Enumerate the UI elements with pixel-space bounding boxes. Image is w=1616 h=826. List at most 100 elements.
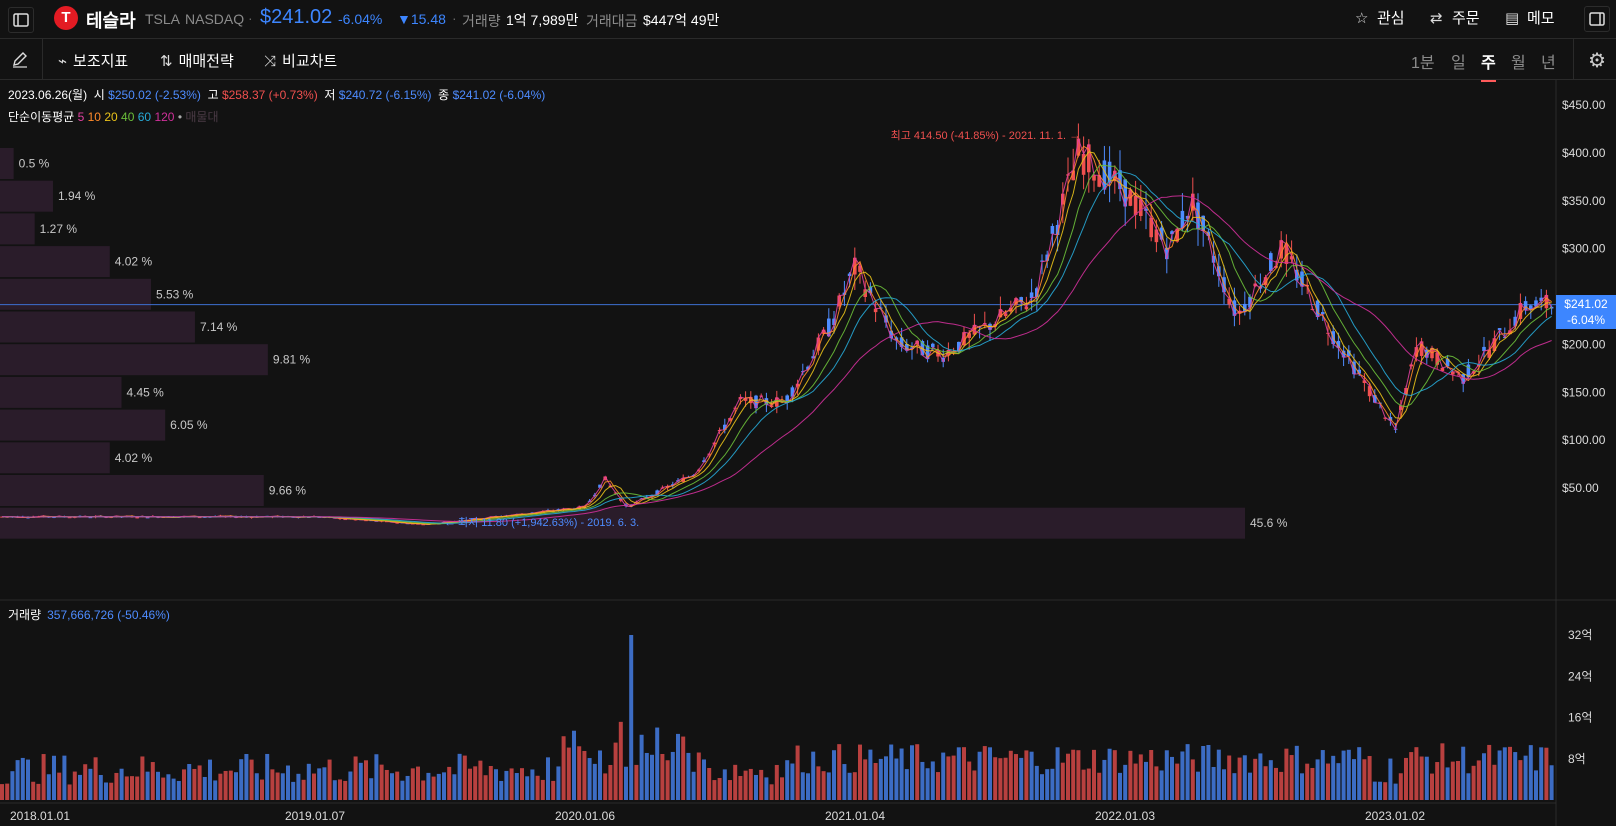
period-year[interactable]: 년 [1541,55,1556,72]
volume-bar [1508,746,1512,800]
settings-gear-icon[interactable]: ⚙ [1588,50,1606,72]
volume-bar [228,770,233,800]
volume-bar [764,777,769,800]
period-month[interactable]: 월 [1511,55,1526,72]
volume-bar [847,772,852,800]
sidebar-toggle-icon[interactable] [8,7,34,33]
separator-dot: · [248,10,253,26]
volume-bar [650,754,654,800]
volume-bar [1274,767,1278,800]
volume-bar [322,767,327,800]
volume-bar [1206,744,1211,800]
candle-body [925,345,930,360]
volume-bar [962,747,966,800]
volume-bar [1450,761,1455,800]
volume-profile-bar [0,507,1245,539]
volume-bar [509,768,514,800]
candle-body [962,332,966,346]
volume-bar [644,752,649,800]
period-1min[interactable]: 1분 [1411,55,1435,72]
volume-bar [525,776,530,800]
memo-button[interactable]: ▤ 메모 [1505,7,1555,28]
volume-bar [1180,751,1185,800]
volume-bar [1357,747,1362,800]
volume-bar [915,744,920,800]
strategy-button[interactable]: ⇅ 매매전략 [160,50,234,71]
volume-bar [639,734,644,800]
volume-bar [722,769,727,800]
period-day[interactable]: 일 [1451,55,1466,72]
volume-bar [1513,752,1518,800]
pencil-icon[interactable] [10,49,30,74]
volume-bar [494,769,498,800]
candle-body [785,395,789,403]
volume-profile-label: 9.81 % [273,353,311,367]
ticker: TSLA [145,11,181,27]
high-label: 고 [207,88,219,102]
volume-bar [431,776,436,800]
volume-bar [1435,762,1440,800]
compare-button[interactable]: ⤨ 비교차트 [264,50,337,71]
volume-bar [1050,768,1055,800]
candle-body [1300,271,1304,287]
ma-5: 5 [77,110,85,124]
volume-bar [676,733,680,800]
volume-bar [936,772,940,800]
volume-bar [442,772,446,800]
volume-bar [1289,755,1294,800]
open-label: 시 [93,88,105,102]
candle-body [1029,292,1034,298]
volume-bar [1523,755,1528,800]
candle-body [1217,266,1221,277]
volume-profile-bar [0,442,110,474]
volume-bar [88,768,93,800]
volume-bar [889,744,894,800]
volume-bar [1279,771,1284,800]
volume-bar [52,755,56,800]
volume-bar [301,779,306,800]
sort-arrows-icon: ⇅ [160,53,173,70]
volume-bar [140,756,145,800]
candle-body [1373,395,1377,403]
period-week[interactable]: 주 [1481,49,1496,82]
volume-bar [941,752,946,800]
volume-bar [691,771,696,800]
candle-body [1107,161,1112,183]
candle-body [1425,349,1429,358]
candle-body [1081,153,1086,175]
volume-bar [1144,761,1148,800]
volume-bar [629,635,634,800]
volume-bar [795,745,800,800]
volume-legend-value: 357,666,726 (-50.46%) [47,608,170,622]
price-axis-label: $100.00 [1562,433,1606,447]
volume-bar [858,744,862,800]
price-chart[interactable]: 0.5 % 1.94 % 1.27 % 4.02 % 5.53 % 7.14 % 9.81 … [0,80,1616,826]
volume-bar [1326,763,1330,800]
volume-bar [447,766,452,800]
volume-bar [504,770,509,800]
volume-profile-label: 1.27 % [40,222,78,236]
volume-bar [135,776,140,800]
right-panel-toggle-icon[interactable] [1584,6,1610,32]
volume-bar [717,778,722,800]
volume-bar [1237,757,1242,800]
candle-body [603,476,607,481]
volume-profile-label: 6.05 % [170,418,208,432]
volume-bar [1081,769,1086,800]
volume-profile-bar [0,148,14,179]
volume-bar [1201,745,1206,800]
volume-bar [1352,759,1356,800]
candle-body [1523,301,1528,311]
volume-bar [1170,756,1174,800]
indicators-button[interactable]: ⌁ 보조지표 [58,50,128,71]
candle-body [1362,380,1367,384]
x-axis-label: 2023.01.02 [1365,809,1425,823]
moving-average-legend[interactable]: 단순이동평균 5 10 20 40 60 120 • 매물대 [8,110,219,124]
volume-axis-label: 8억 [1568,752,1586,766]
candle-body [1315,300,1320,317]
watch-button[interactable]: ☆ 관심 [1355,7,1405,28]
change-amount: ▼15.48 [397,11,446,27]
order-button[interactable]: ⇄ 주문 [1430,7,1480,28]
candle-body [582,506,587,509]
volume-bar [104,782,108,800]
